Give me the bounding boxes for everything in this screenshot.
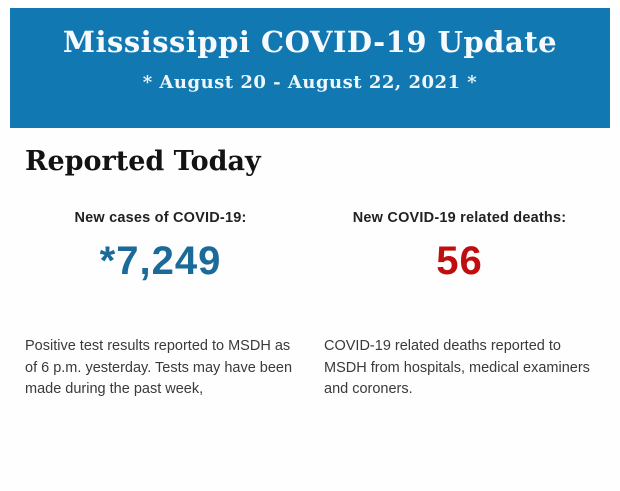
new-cases-note: Positive test results reported to MSDH a… [25, 338, 293, 397]
new-cases-label: New cases of COVID-19: [74, 210, 247, 226]
header-banner: Mississippi COVID-19 Update * August 20 … [10, 8, 610, 128]
section-heading: Reported Today [25, 146, 261, 177]
page-title: Mississippi COVID-19 Update [62, 25, 558, 59]
new-deaths-value: 56 [436, 239, 483, 283]
stat-new-cases: New cases of COVID-19: *7,249 Positive t… [25, 210, 296, 401]
new-deaths-label: New COVID-19 related deaths: [352, 210, 567, 226]
new-cases-value: *7,249 [99, 239, 222, 283]
update-card: Mississippi COVID-19 Update * August 20 … [0, 8, 620, 491]
new-deaths-note: COVID-19 related deaths reported to MSDH… [324, 338, 590, 397]
stats-row: New cases of COVID-19: *7,249 Positive t… [0, 210, 620, 401]
date-range: * August 20 - August 22, 2021 * [142, 72, 478, 93]
stat-new-deaths: New COVID-19 related deaths: 56 COVID-19… [324, 210, 595, 401]
